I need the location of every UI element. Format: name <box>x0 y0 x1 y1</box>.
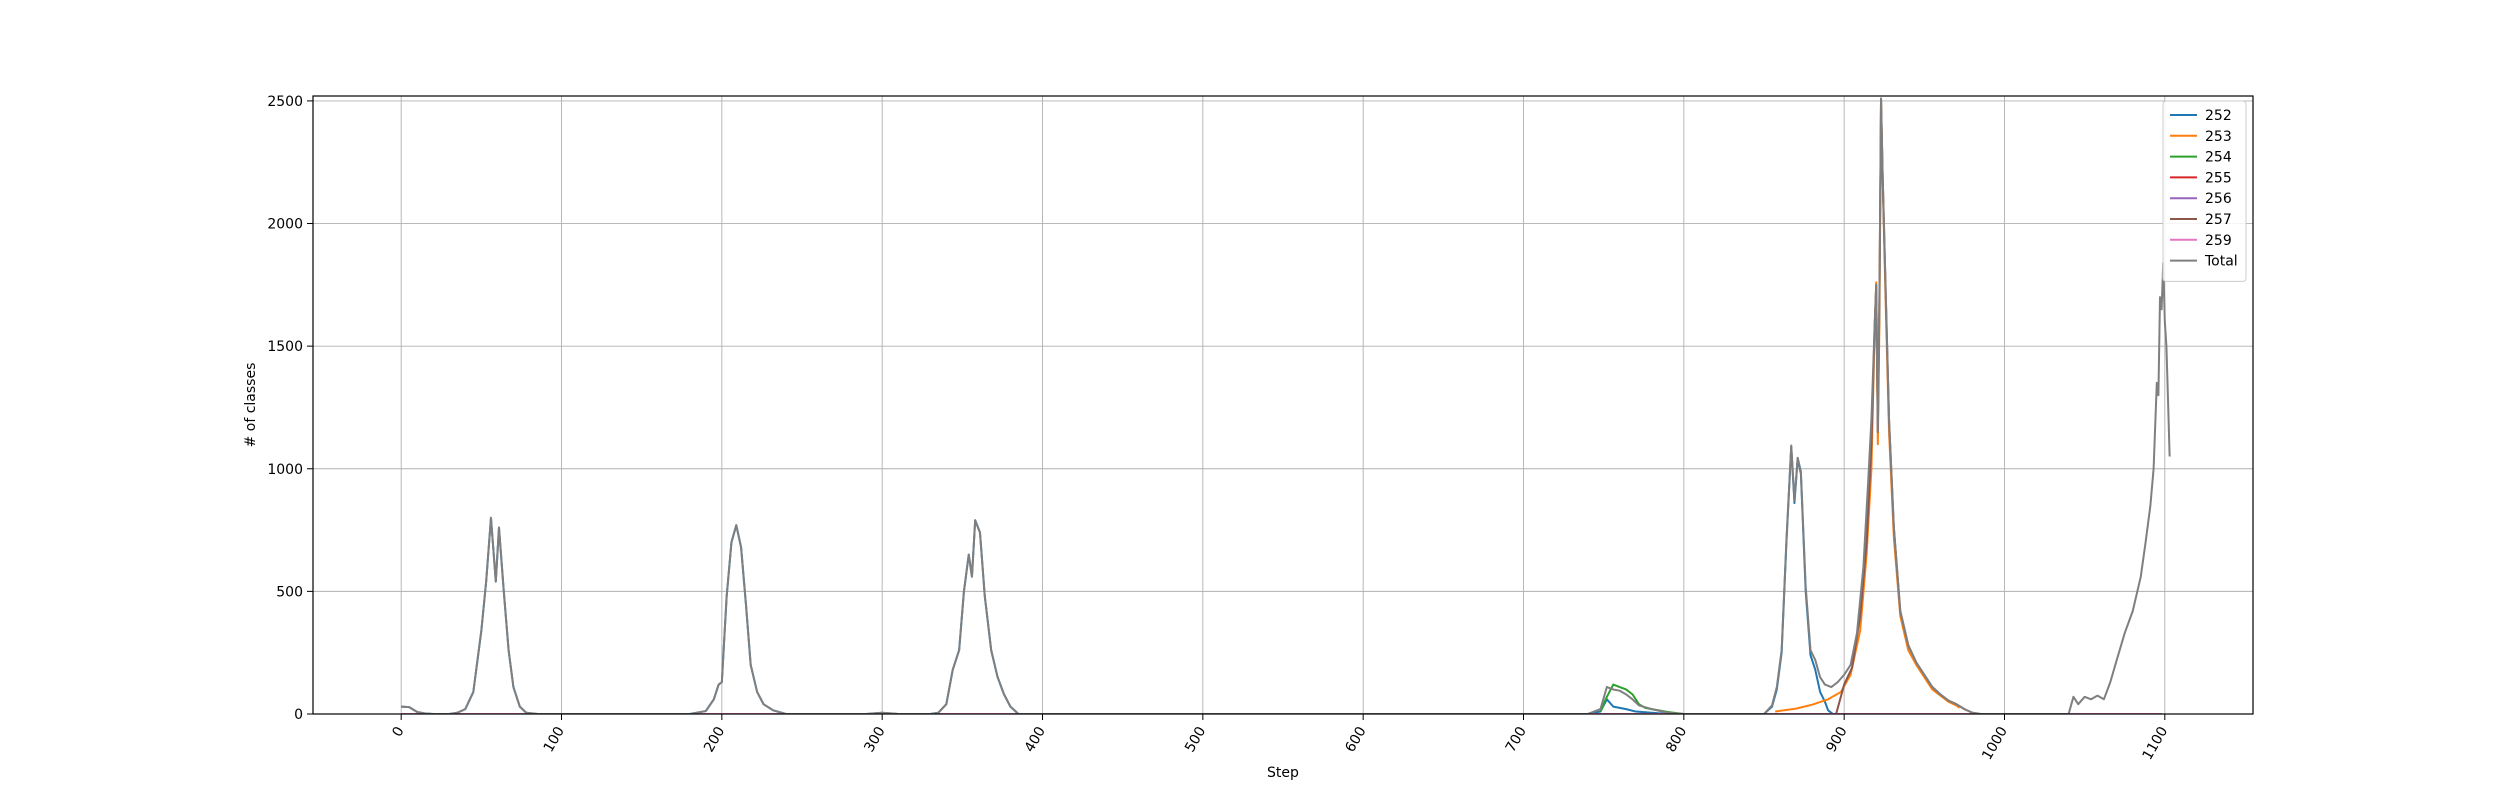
y-tick-label: 1500 <box>267 339 303 355</box>
legend-label: Total <box>2204 254 2238 270</box>
legend-label: 257 <box>2205 212 2232 228</box>
x-tick-label: 300 <box>861 724 888 755</box>
x-tick-label: 400 <box>1022 724 1049 755</box>
legend: 252 253 254 255 256 257 259 Total <box>2162 100 2247 282</box>
y-tick-label: 2000 <box>267 217 303 233</box>
legend-label: 256 <box>2205 191 2232 207</box>
x-tick-label: 200 <box>701 724 728 755</box>
x-tick-label: 700 <box>1503 724 1530 755</box>
x-tick-label: 900 <box>1823 724 1850 755</box>
series-line-253 <box>1775 99 1961 713</box>
axes: 0 100 200 300 400 500 600 700 800 900 1000 1100 0 500… <box>267 94 2171 763</box>
x-tick-label: 1100 <box>2140 724 2172 763</box>
y-tick-label: 500 <box>276 584 303 600</box>
y-tick-label: 0 <box>294 707 303 723</box>
series-lines <box>401 97 2171 714</box>
legend-label: 253 <box>2205 129 2232 145</box>
y-tick-label: 1000 <box>267 462 303 478</box>
x-axis-label: Step <box>1267 765 1299 781</box>
x-tick-label: 0 <box>389 724 407 740</box>
x-tick-label: 800 <box>1663 724 1690 755</box>
x-tick-label: 1000 <box>1979 724 2011 763</box>
legend-label: 259 <box>2205 233 2232 249</box>
grid <box>313 96 2253 715</box>
x-tick-label: 100 <box>541 724 568 755</box>
legend-box <box>2162 100 2247 282</box>
plot-frame <box>312 95 2254 715</box>
legend-label: 255 <box>2205 170 2232 186</box>
legend-label: 254 <box>2205 150 2232 166</box>
y-axis-label: # of classes <box>243 363 259 448</box>
series-line-total <box>401 97 2171 714</box>
legend-label: 252 <box>2205 108 2232 124</box>
y-tick-label: 2500 <box>267 94 303 110</box>
x-tick-label: 600 <box>1342 724 1369 755</box>
x-tick-label: 500 <box>1182 724 1209 755</box>
